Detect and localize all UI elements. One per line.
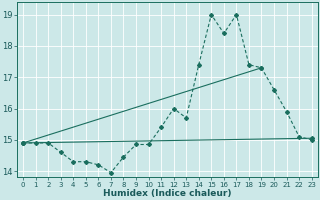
X-axis label: Humidex (Indice chaleur): Humidex (Indice chaleur): [103, 189, 232, 198]
